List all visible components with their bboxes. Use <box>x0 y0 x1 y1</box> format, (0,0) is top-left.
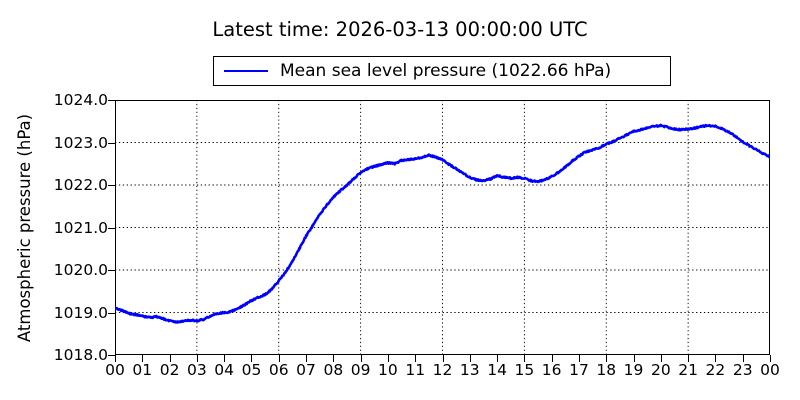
x-axis-tickmark <box>115 355 116 362</box>
x-axis-tickmark <box>715 355 717 362</box>
x-axis-tickmark <box>278 355 280 362</box>
x-axis-tick-label: 11 <box>405 361 426 379</box>
x-axis-tickmark <box>196 355 198 362</box>
x-axis-tickmark <box>606 355 608 362</box>
x-axis-tickmark <box>578 355 580 362</box>
x-axis-tick-label: 02 <box>159 361 180 379</box>
x-axis-tickmark <box>142 355 144 362</box>
x-axis-tick-label: 21 <box>678 361 698 379</box>
y-axis-tickmark <box>108 270 115 271</box>
x-axis-tickmark <box>742 355 744 362</box>
x-axis-tickmark <box>306 355 308 362</box>
page-title: Latest time: 2026-03-13 00:00:00 UTC <box>212 18 588 41</box>
data-series-line <box>115 123 770 324</box>
x-axis-tick-label: 06 <box>268 361 289 379</box>
x-axis-tick-label: 00 <box>105 361 125 379</box>
x-axis-tickmark <box>524 355 526 362</box>
x-axis-tick-label: 23 <box>732 361 753 379</box>
x-axis-tickmark <box>224 355 226 362</box>
x-axis-tick-label: 13 <box>459 361 480 379</box>
legend-line-swatch-icon <box>224 70 268 72</box>
x-axis-tick-label: 10 <box>378 361 398 379</box>
x-axis-tickmark <box>660 355 662 362</box>
chart-canvas <box>115 100 770 355</box>
x-axis-tick-label: 04 <box>214 361 235 379</box>
x-axis-tick-label: 07 <box>296 361 316 379</box>
x-axis-tickmark <box>442 355 444 362</box>
x-axis-tickmark <box>551 355 553 362</box>
x-axis-tick-label: 15 <box>514 361 535 379</box>
x-axis-tick-label: 14 <box>487 361 507 379</box>
y-axis-tickmark <box>108 142 115 144</box>
y-axis-tickmark <box>108 100 115 101</box>
x-axis-tickmark <box>415 355 417 362</box>
x-axis-tickmark <box>469 355 471 362</box>
y-axis-tickmark <box>108 227 115 229</box>
chart-legend: Mean sea level pressure (1022.66 hPa) <box>213 56 671 86</box>
x-axis-tickmark <box>251 355 253 362</box>
x-axis-tick-label: 00 <box>760 361 780 379</box>
x-axis-tick-label: 18 <box>596 361 617 379</box>
y-axis-tickmark <box>108 185 115 186</box>
x-axis-tickmark <box>770 355 771 362</box>
x-axis-tickmark <box>333 355 335 362</box>
legend-entry-mean-sea-level-pressure: Mean sea level pressure (1022.66 hPa) <box>214 61 611 81</box>
x-axis-tick-label: 17 <box>569 361 589 379</box>
x-axis-tick-label: 12 <box>432 361 453 379</box>
x-axis-tick-label: 08 <box>323 361 344 379</box>
y-axis-tickmark <box>108 355 115 356</box>
x-axis-tickmark <box>497 355 499 362</box>
x-axis-tick-label: 16 <box>541 361 562 379</box>
y-axis-tickmark <box>108 312 115 314</box>
x-axis-tick-label: 19 <box>623 361 644 379</box>
x-axis-tickmark <box>387 355 389 362</box>
x-axis-tickmark <box>360 355 362 362</box>
x-axis-tickmark <box>688 355 690 362</box>
x-axis-tick-label: 09 <box>350 361 371 379</box>
x-axis-tickmark <box>169 355 171 362</box>
y-axis-label: Atmospheric pressure (hPa) <box>15 113 34 343</box>
legend-label: Mean sea level pressure (1022.66 hPa) <box>280 61 612 81</box>
x-axis-tick-label: 03 <box>187 361 207 379</box>
x-axis-tick-label: 05 <box>241 361 262 379</box>
x-axis-tick-label: 22 <box>705 361 726 379</box>
x-axis-tick-label: 20 <box>650 361 671 379</box>
x-axis-tickmark <box>633 355 635 362</box>
x-axis-tick-label: 01 <box>132 361 153 379</box>
